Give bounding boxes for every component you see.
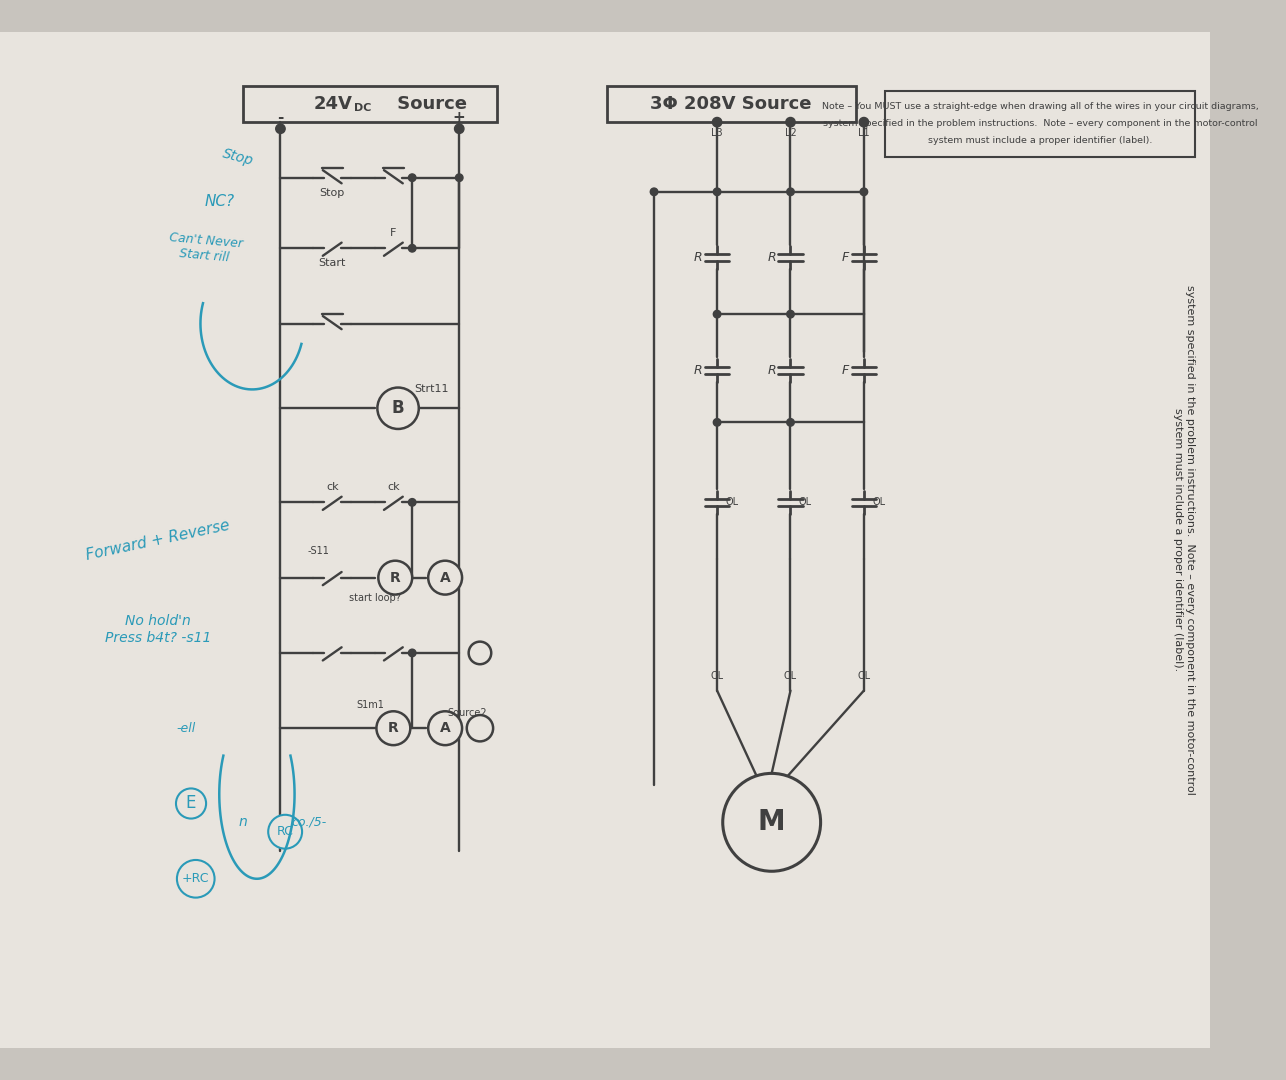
Circle shape [409,499,415,507]
Text: start loop?: start loop? [349,593,400,604]
Circle shape [714,310,721,318]
Circle shape [409,174,415,181]
Text: DC: DC [354,103,370,113]
Text: Stop: Stop [320,188,345,198]
Bar [243,86,496,122]
Text: R: R [768,252,775,265]
Text: E: E [186,795,197,812]
Text: NC?: NC? [204,193,234,208]
Text: n: n [238,815,247,829]
Text: -: - [278,110,284,125]
Text: R: R [390,570,401,584]
Text: Can't Never
Start rill: Can't Never Start rill [167,231,243,266]
Circle shape [786,118,795,126]
Text: R: R [694,252,702,265]
Text: RC: RC [276,825,293,838]
Text: OL: OL [711,672,724,681]
Text: M: M [757,808,786,836]
Text: R: R [694,364,702,377]
Text: Forward + Reverse: Forward + Reverse [85,517,231,563]
Bar [607,86,856,122]
Text: OL: OL [872,498,886,508]
Text: OL: OL [784,672,797,681]
Circle shape [860,188,868,195]
Text: OL: OL [725,498,738,508]
Text: OL: OL [799,498,813,508]
Text: Stop: Stop [221,146,255,167]
Text: system specified in the problem instructions.  Note – every component in the mot: system specified in the problem instruct… [823,119,1258,127]
Circle shape [177,860,215,897]
Circle shape [723,773,820,872]
Circle shape [714,188,721,195]
Text: F: F [841,252,849,265]
Text: S1m1: S1m1 [356,700,383,710]
Circle shape [269,814,302,849]
Circle shape [651,188,658,195]
Circle shape [787,310,795,318]
Text: F: F [841,364,849,377]
Text: system specified in the problem instructions.  Note – every component in the mot: system specified in the problem instruct… [1173,285,1195,795]
Text: +: + [453,110,466,125]
Text: Source: Source [391,95,467,113]
Text: -ell: -ell [176,721,195,734]
Text: B: B [392,400,404,417]
Circle shape [409,649,415,657]
Text: F: F [390,228,396,239]
Text: 3Φ 208V Source: 3Φ 208V Source [651,95,811,113]
Text: co./5-: co./5- [291,815,327,828]
Circle shape [454,124,464,134]
Text: Note – You MUST use a straight-edge when drawing all of the wires in your circui: Note – You MUST use a straight-edge when… [822,102,1258,110]
Circle shape [428,561,462,595]
Text: system must include a proper identifier (label).: system must include a proper identifier … [927,136,1152,145]
Circle shape [467,715,493,741]
Text: ck: ck [387,483,400,492]
Text: Start: Start [319,258,346,268]
Text: OL: OL [858,672,871,681]
Circle shape [378,561,413,595]
Circle shape [787,188,795,195]
Text: Source2: Source2 [448,708,486,718]
Circle shape [859,118,868,126]
Text: Strt11: Strt11 [414,384,449,394]
Text: A: A [440,721,450,735]
Circle shape [377,712,410,745]
Circle shape [714,419,721,427]
Text: L2: L2 [784,129,796,138]
Circle shape [409,244,415,252]
Circle shape [275,124,285,134]
Text: No hold'n
Press b4t? -s11: No hold'n Press b4t? -s11 [105,615,211,645]
Bar [885,91,1195,157]
Circle shape [377,388,419,429]
Text: A: A [440,570,450,584]
Circle shape [468,642,491,664]
Text: -S11: -S11 [307,546,329,556]
Circle shape [787,419,795,427]
Text: R: R [388,721,399,735]
Text: L1: L1 [858,129,869,138]
Text: +RC: +RC [183,873,210,886]
Text: ck: ck [325,483,338,492]
Circle shape [712,118,721,126]
Circle shape [455,174,463,181]
Text: R: R [768,364,775,377]
Text: L3: L3 [711,129,723,138]
Text: 24V: 24V [314,95,352,113]
Circle shape [428,712,462,745]
Circle shape [176,788,206,819]
